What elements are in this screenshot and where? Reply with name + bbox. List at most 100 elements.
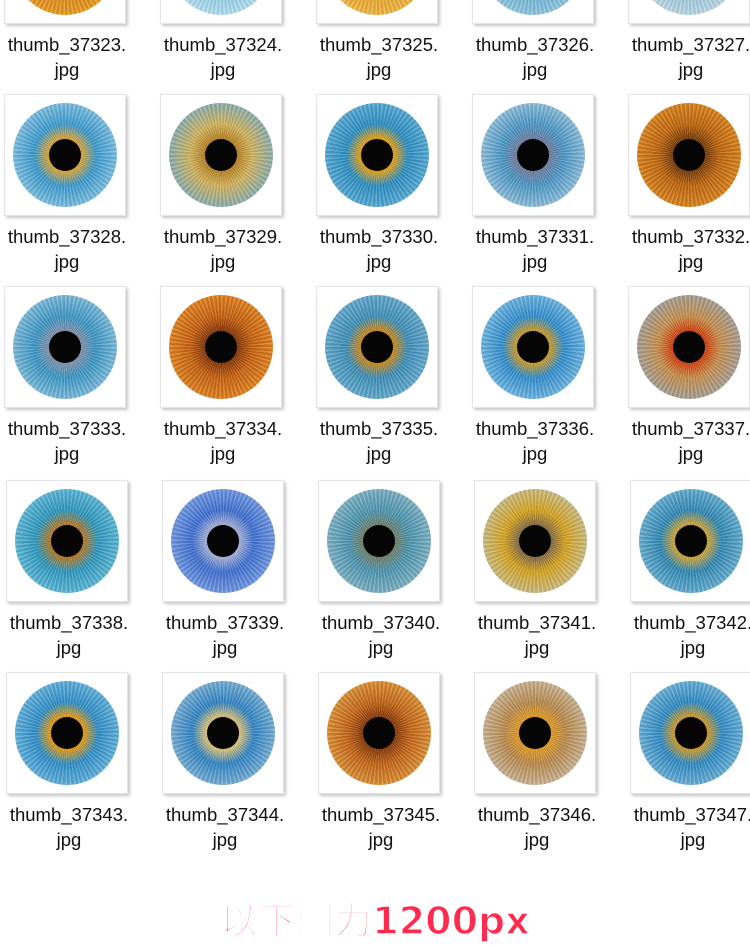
file-name-label[interactable]: thumb_37339. jpg — [165, 612, 285, 658]
iris-image — [637, 295, 741, 399]
iris-image — [327, 489, 431, 593]
file-thumbnail[interactable] — [472, 286, 594, 408]
file-item[interactable]: thumb_37340. jpg — [314, 0, 464, 658]
file-name-label[interactable]: thumb_37323. jpg — [7, 34, 127, 80]
file-thumbnail[interactable] — [630, 672, 750, 794]
file-item[interactable]: thumb_37324. jpg — [156, 0, 306, 190]
file-name-label[interactable]: thumb_37330. jpg — [319, 226, 439, 272]
pupil — [205, 139, 237, 171]
iris-image — [483, 681, 587, 785]
iris-image — [483, 489, 587, 593]
iris-image — [481, 295, 585, 399]
file-item[interactable]: thumb_37347. jpg — [626, 0, 750, 850]
file-thumbnail[interactable] — [4, 94, 126, 216]
file-item[interactable]: thumb_37329. jpg — [156, 0, 306, 272]
file-item[interactable]: thumb_37346. jpg — [470, 0, 620, 850]
file-name-label[interactable]: thumb_37341. jpg — [477, 612, 597, 658]
file-thumbnail[interactable] — [160, 0, 282, 24]
pupil — [363, 525, 395, 557]
pupil — [361, 139, 393, 171]
file-thumbnail[interactable] — [160, 286, 282, 408]
file-name-label[interactable]: thumb_37344. jpg — [165, 804, 285, 850]
file-thumbnail[interactable] — [474, 480, 596, 602]
pupil — [363, 717, 395, 749]
file-item[interactable]: thumb_37345. jpg — [314, 0, 464, 850]
iris-image — [171, 681, 275, 785]
file-name-label[interactable]: thumb_37334. jpg — [163, 418, 283, 464]
file-thumbnail[interactable] — [316, 94, 438, 216]
file-thumbnail[interactable] — [4, 0, 126, 24]
file-name-label[interactable]: thumb_37327. jpg — [631, 34, 750, 80]
file-name-label[interactable]: thumb_37335. jpg — [319, 418, 439, 464]
pupil — [205, 331, 237, 363]
file-thumbnail[interactable] — [160, 94, 282, 216]
file-item[interactable]: thumb_37328. jpg — [0, 0, 150, 272]
iris-image — [171, 489, 275, 593]
file-name-label[interactable]: thumb_37331. jpg — [475, 226, 595, 272]
file-thumbnail[interactable] — [162, 480, 284, 602]
pupil — [207, 717, 239, 749]
file-item[interactable]: thumb_37337. jpg — [624, 0, 750, 464]
file-item[interactable]: thumb_37326. jpg — [468, 0, 618, 190]
pupil — [519, 525, 551, 557]
file-name-label[interactable]: thumb_37347. jpg — [633, 804, 750, 850]
file-name-label[interactable]: thumb_37337. jpg — [631, 418, 750, 464]
iris-image — [327, 681, 431, 785]
file-name-label[interactable]: thumb_37336. jpg — [475, 418, 595, 464]
file-thumbnail[interactable] — [162, 672, 284, 794]
pupil — [51, 525, 83, 557]
iris-image — [325, 103, 429, 207]
file-thumbnail[interactable] — [474, 672, 596, 794]
file-thumbnail[interactable] — [316, 0, 438, 24]
file-name-label[interactable]: thumb_37332. jpg — [631, 226, 750, 272]
file-name-label[interactable]: thumb_37329. jpg — [163, 226, 283, 272]
file-thumbnail[interactable] — [6, 672, 128, 794]
file-thumbnail[interactable] — [472, 0, 594, 24]
file-item[interactable]: thumb_37327. jpg — [624, 0, 750, 190]
pupil — [517, 331, 549, 363]
file-thumbnail[interactable] — [472, 94, 594, 216]
file-name-label[interactable]: thumb_37345. jpg — [321, 804, 441, 850]
file-thumbnail[interactable] — [316, 286, 438, 408]
file-item[interactable]: thumb_37334. jpg — [156, 0, 306, 464]
iris-image — [169, 295, 273, 399]
file-item[interactable]: thumb_37341. jpg — [470, 0, 620, 658]
file-thumbnail[interactable] — [628, 286, 750, 408]
image-size-caption: 以下图为1200px — [220, 898, 531, 944]
file-name-label[interactable]: thumb_37346. jpg — [477, 804, 597, 850]
iris-image — [637, 103, 741, 207]
iris-image — [15, 489, 119, 593]
file-item[interactable]: thumb_37335. jpg — [312, 0, 462, 464]
file-name-label[interactable]: thumb_37328. jpg — [7, 226, 127, 272]
file-item[interactable]: thumb_37338. jpg — [2, 0, 152, 658]
file-name-label[interactable]: thumb_37325. jpg — [319, 34, 439, 80]
file-item[interactable]: thumb_37325. jpg — [312, 0, 462, 190]
file-item[interactable]: thumb_37323. jpg — [0, 0, 150, 190]
pupil — [517, 139, 549, 171]
file-thumbnail[interactable] — [318, 672, 440, 794]
file-name-label[interactable]: thumb_37340. jpg — [321, 612, 441, 658]
file-name-label[interactable]: thumb_37342. jpg — [633, 612, 750, 658]
file-thumbnail[interactable] — [4, 286, 126, 408]
file-name-label[interactable]: thumb_37333. jpg — [7, 418, 127, 464]
file-item[interactable]: thumb_37339. jpg — [158, 0, 308, 658]
iris-image — [639, 681, 743, 785]
file-thumbnail[interactable] — [628, 0, 750, 24]
file-name-label[interactable]: thumb_37338. jpg — [9, 612, 129, 658]
file-item[interactable]: thumb_37330. jpg — [312, 0, 462, 272]
file-thumbnail[interactable] — [318, 480, 440, 602]
pupil — [675, 525, 707, 557]
file-thumbnail[interactable] — [630, 480, 750, 602]
pupil — [51, 717, 83, 749]
file-item[interactable]: thumb_37342. jpg — [626, 0, 750, 658]
file-item[interactable]: thumb_37333. jpg — [0, 0, 150, 464]
pupil — [49, 139, 81, 171]
file-item[interactable]: thumb_37336. jpg — [468, 0, 618, 464]
file-item[interactable]: thumb_37344. jpg — [158, 0, 308, 850]
file-name-label[interactable]: thumb_37343. jpg — [9, 804, 129, 850]
file-item[interactable]: thumb_37343. jpg — [2, 0, 152, 850]
file-item[interactable]: thumb_37331. jpg — [468, 0, 618, 272]
file-name-label[interactable]: thumb_37326. jpg — [475, 34, 595, 80]
file-name-label[interactable]: thumb_37324. jpg — [163, 34, 283, 80]
file-thumbnail[interactable] — [6, 480, 128, 602]
